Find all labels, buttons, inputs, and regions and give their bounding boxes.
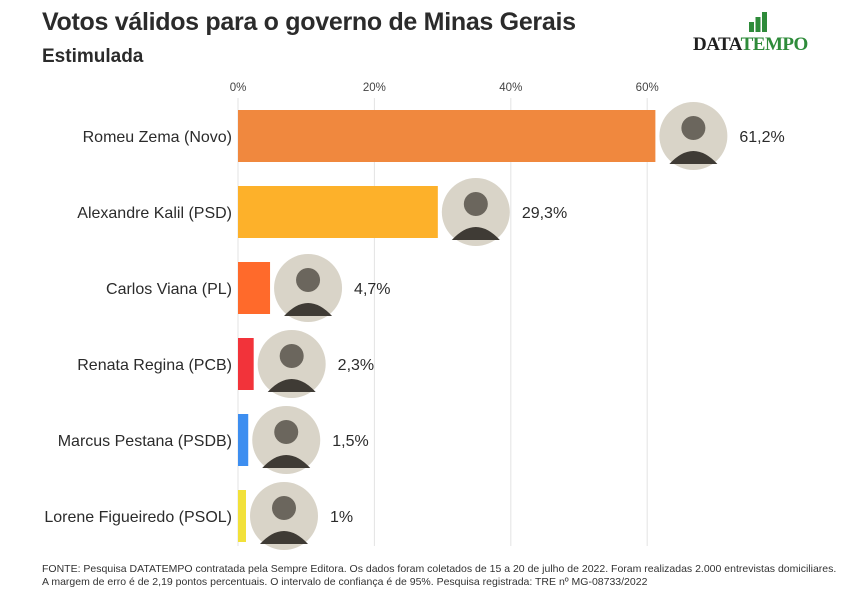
candidate-photo [659, 102, 728, 170]
footer-line-1: FONTE: Pesquisa DATATEMPO contratada pel… [42, 563, 837, 575]
value-label: 2,3% [338, 357, 374, 374]
footer-source: FONTE: Pesquisa DATATEMPO contratada pel… [42, 563, 842, 589]
x-tick-label: 0% [230, 82, 247, 94]
x-tick-label: 20% [363, 82, 386, 94]
bar [238, 414, 249, 466]
value-label: 1% [330, 509, 353, 526]
bar [238, 262, 271, 314]
candidate-photo [274, 254, 343, 322]
category-label: Marcus Pestana (PSDB) [58, 433, 232, 450]
value-label: 61,2% [739, 129, 784, 146]
bar [238, 110, 656, 162]
candidate-photo [441, 178, 510, 246]
bar [238, 490, 246, 542]
category-label: Carlos Viana (PL) [106, 281, 232, 298]
chart-title: Votos válidos para o governo de Minas Ge… [42, 8, 576, 36]
x-tick-label: 60% [636, 82, 659, 94]
footer-line-2: A margem de erro é de 2,19 pontos percen… [42, 576, 648, 588]
category-label: Romeu Zema (Novo) [83, 129, 232, 146]
candidate-photo [257, 330, 326, 398]
bar [238, 186, 438, 238]
bar-chart-logo-icon [749, 12, 767, 32]
candidate-photo [252, 406, 321, 474]
candidate-photo [250, 482, 318, 550]
category-label: Alexandre Kalil (PSD) [77, 205, 232, 222]
category-label: Renata Regina (PCB) [77, 357, 232, 374]
value-label: 29,3% [522, 205, 567, 222]
bar [238, 338, 254, 390]
category-label: Lorene Figueiredo (PSOL) [44, 509, 232, 526]
bar-chart: 0% 20% 40% 60% Romeu Zema (Novo) 61,2% Alexand… [44, 82, 785, 550]
datatempo-logo: DATATEMPO [693, 12, 823, 56]
logo-wordmark: DATATEMPO [693, 34, 808, 55]
value-label: 1,5% [332, 433, 368, 450]
value-label: 4,7% [354, 281, 390, 298]
chart-subtitle: Estimulada [42, 46, 144, 67]
x-tick-label: 40% [499, 82, 522, 94]
